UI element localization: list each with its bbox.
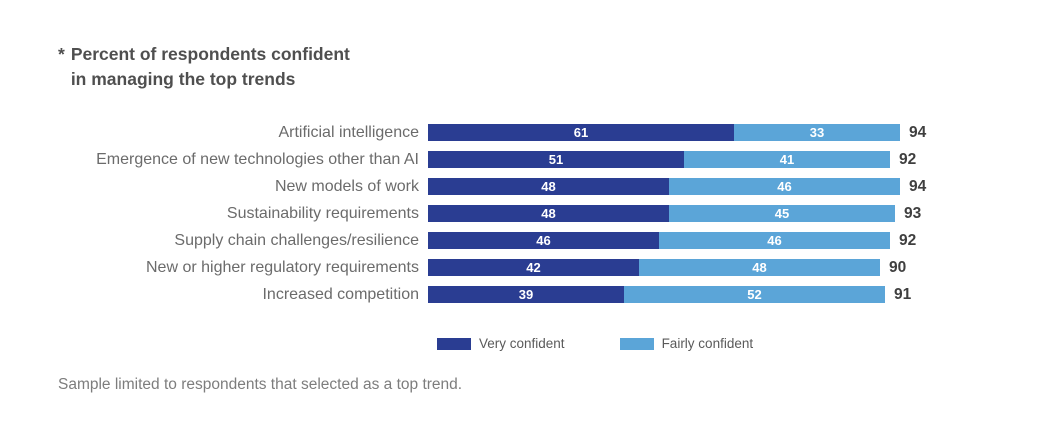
bar-segment-fairly-confident: 33 [734, 124, 900, 141]
bar-track: 51 41 [428, 151, 890, 168]
legend-item: Fairly confident [619, 336, 754, 351]
segment-value: 48 [541, 179, 556, 194]
total-label: 94 [909, 177, 927, 195]
segment-value: 41 [779, 152, 795, 167]
asterisk-marker: * [58, 44, 65, 64]
segment-value: 46 [767, 233, 782, 248]
segment-value: 45 [774, 206, 790, 221]
bar-track: 48 45 [428, 205, 895, 222]
bar-segment-very-confident: 42 [428, 259, 639, 276]
bar-track: 46 46 [428, 232, 890, 249]
category-label: New or higher regulatory requirements [145, 258, 419, 276]
category-label: Increased competition [262, 285, 419, 303]
legend-label: Fairly confident [661, 336, 754, 351]
chart-title-text: Percent of respondents confident in mana… [71, 42, 350, 93]
bar-segment-fairly-confident: 45 [669, 205, 895, 222]
segment-value: 48 [752, 260, 767, 275]
bar-track: 48 46 [428, 178, 900, 195]
segment-value: 48 [541, 206, 556, 221]
bar-track: 42 48 [428, 259, 880, 276]
segment-value: 51 [548, 152, 564, 167]
bar-segment-very-confident: 46 [428, 232, 659, 249]
bar-track: 39 52 [428, 286, 885, 303]
bar-segment-fairly-confident: 52 [624, 286, 885, 303]
segment-value: 61 [573, 125, 589, 140]
bar-segment-fairly-confident: 46 [659, 232, 890, 249]
segment-value: 52 [747, 287, 762, 302]
bar-segment-fairly-confident: 48 [639, 259, 880, 276]
bar-chart: Artificial intelligence 61 33 94 Emergence o… [0, 124, 1038, 313]
bar-segment-fairly-confident: 46 [669, 178, 900, 195]
bar-row: Artificial intelligence 61 33 94 [0, 124, 1038, 141]
segment-value: 46 [777, 179, 792, 194]
total-label: 92 [899, 150, 917, 168]
bar-row: Sustainability requirements 48 45 93 [0, 205, 1038, 222]
total-label: 94 [909, 123, 927, 141]
segment-value: 46 [536, 233, 551, 248]
bar-segment-very-confident: 48 [428, 178, 669, 195]
category-label: Artificial intelligence [278, 123, 419, 141]
bar-row: New models of work 48 46 94 [0, 178, 1038, 195]
chart-title: * Percent of respondents confident in ma… [58, 42, 350, 93]
chart-title-line2: in managing the top trends [70, 69, 296, 90]
bar-row: Emergence of new technologies other than… [0, 151, 1038, 168]
bar-segment-fairly-confident: 41 [684, 151, 890, 168]
category-label: Supply chain challenges/resilience [174, 231, 419, 249]
legend-label: Very confident [479, 336, 565, 351]
segment-value: 42 [526, 260, 541, 275]
segment-value: 33 [809, 125, 825, 140]
footnote: Sample limited to respondents that selec… [58, 376, 463, 393]
total-label: 93 [904, 204, 922, 222]
legend-swatch-icon [619, 337, 654, 350]
bar-segment-very-confident: 51 [428, 151, 684, 168]
bar-row: Supply chain challenges/resilience 46 46 92 [0, 232, 1038, 249]
category-label: New models of work [274, 177, 419, 195]
bar-segment-very-confident: 61 [428, 124, 734, 141]
total-label: 92 [899, 231, 917, 249]
bar-track: 61 33 [428, 124, 900, 141]
bar-segment-very-confident: 48 [428, 205, 669, 222]
category-label: Sustainability requirements [226, 204, 419, 222]
bar-row: Increased competition 39 52 91 [0, 286, 1038, 303]
segment-value: 39 [518, 287, 534, 302]
chart-legend: Very confident Fairly confident [437, 336, 808, 351]
bar-row: New or higher regulatory requirements 42 4… [0, 259, 1038, 276]
chart-title-line1: Percent of respondents confident [70, 44, 350, 64]
category-label: Emergence of new technologies other than… [96, 150, 419, 168]
legend-item: Very confident [437, 336, 565, 351]
total-label: 90 [889, 258, 907, 276]
total-label: 91 [894, 285, 912, 303]
bar-segment-very-confident: 39 [428, 286, 624, 303]
legend-swatch-icon [437, 337, 471, 350]
